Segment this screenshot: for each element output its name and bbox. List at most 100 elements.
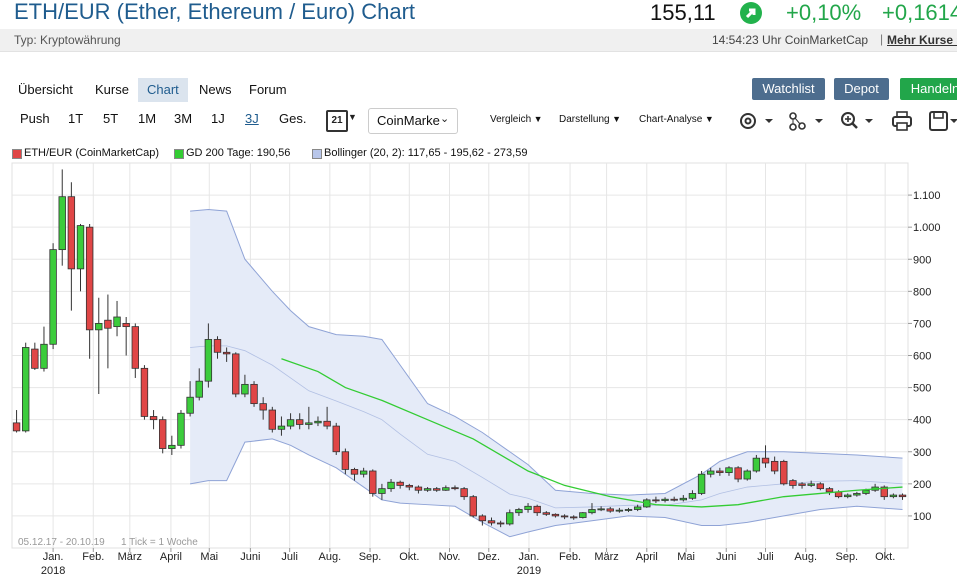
menu-arrow: ▼ [609, 114, 622, 124]
x-tick-label: Juni [240, 551, 260, 563]
nav-tab[interactable]: Kurse [95, 82, 129, 97]
tool-icons [740, 111, 957, 131]
y-tick-label: 900 [913, 254, 931, 266]
y-tick-label: 600 [913, 351, 931, 363]
annotation: 05.12.17 - 20.10.19 [18, 537, 105, 548]
range-option[interactable]: 1J [211, 111, 225, 126]
x-tick-label: März [594, 551, 618, 563]
candle-body [67, 196, 76, 270]
candle-body [451, 487, 459, 490]
gd200-line [281, 358, 903, 508]
nav-button[interactable]: Handeln [900, 78, 957, 100]
candle-body [323, 420, 331, 427]
x-tick-label: Aug. [319, 551, 342, 563]
print-icon[interactable] [892, 111, 912, 131]
legend-label: ETH/EUR (CoinMarketCap) [24, 147, 160, 159]
candle-body [341, 451, 350, 470]
range-option[interactable]: 1M [138, 111, 157, 126]
candle-body [542, 512, 551, 515]
x-tick-label: Jan. [519, 551, 540, 563]
y-tick-label: 800 [913, 286, 931, 298]
candle-body [232, 353, 240, 395]
candle-body [350, 468, 359, 475]
menu-arrow: ▼ [531, 114, 543, 124]
year-label: 2019 [517, 565, 541, 577]
source-dropdown[interactable] [368, 108, 458, 134]
candle-body [31, 348, 39, 369]
menu-dropdown[interactable]: Darstellung ▼ [559, 114, 622, 125]
x-tick-label: Mai [200, 551, 218, 563]
candle-body [789, 480, 797, 486]
candle-body [697, 473, 706, 494]
candle-body [487, 520, 496, 524]
nav-tab[interactable]: Chart [138, 78, 188, 102]
range-option[interactable]: 5T [103, 111, 119, 126]
more-link[interactable]: Mehr Kurse » [887, 33, 957, 47]
candle-body [286, 419, 295, 427]
candle-body [168, 444, 176, 449]
candle-body [725, 467, 733, 474]
type-label: Typ: Kryptowährung [14, 33, 121, 47]
candle-body [277, 425, 286, 430]
candle-body [241, 383, 249, 395]
x-tick-label: Dez. [477, 551, 500, 563]
candle-body [679, 497, 688, 501]
candle-body [95, 323, 103, 331]
x-tick-label: Aug. [794, 551, 817, 563]
nav-button[interactable]: Watchlist [752, 78, 825, 100]
calendar-button[interactable]: 21 [326, 110, 348, 132]
save-icon[interactable] [929, 111, 957, 131]
range-option[interactable]: Ges. [279, 111, 307, 126]
legend-label: Bollinger (20, 2): 117,65 - 195,62 - 273… [324, 147, 528, 159]
candle-body [195, 380, 203, 398]
menu-dropdown[interactable]: Vergleich ▼ [490, 114, 543, 125]
candle-body [433, 488, 441, 491]
candle-body [862, 489, 870, 494]
candle-body [314, 420, 322, 424]
candle-body [76, 225, 85, 270]
range-option[interactable]: Push [20, 111, 50, 126]
x-tick-label: Jan. [43, 551, 64, 563]
candle-body [624, 509, 633, 511]
candle-body [533, 505, 541, 514]
legend-swatch [174, 149, 184, 159]
candle-body [816, 483, 825, 490]
zoom-icon[interactable] [841, 112, 873, 129]
nav-tab[interactable]: Übersicht [18, 82, 73, 97]
range-option[interactable]: 1T [68, 111, 84, 126]
x-tick-label: Sep. [835, 551, 858, 563]
candle-body [49, 249, 57, 345]
settings-icon[interactable] [740, 113, 773, 129]
range-option[interactable]: 3J [245, 111, 259, 126]
candle-body [770, 460, 779, 472]
year-label: 2018 [41, 565, 65, 577]
candle-body [204, 339, 213, 382]
range-option[interactable]: 3M [174, 111, 193, 126]
drawing-icon[interactable] [789, 112, 823, 131]
nav-tab[interactable]: News [199, 82, 232, 97]
candle-body [332, 425, 340, 453]
candle-body [85, 226, 94, 331]
x-tick-label: Okt. [875, 551, 895, 563]
candle-body [296, 419, 304, 425]
candle-body [524, 505, 532, 510]
separator: | [880, 32, 884, 46]
page-title: ETH/EUR (Ether, Ethereum / Euro) Chart [14, 0, 416, 24]
dropdown-arrow: ⌄ [440, 113, 450, 125]
bollinger-upper [190, 209, 903, 496]
candle-body [780, 460, 788, 485]
candle-body [378, 488, 386, 494]
x-tick-label: Juni [716, 551, 736, 563]
menu-dropdown[interactable]: Chart-Analyse ▼ [639, 114, 714, 125]
nav-button[interactable]: Depot [834, 78, 889, 100]
time-source: 14:54:23 Uhr CoinMarketCap [712, 33, 869, 47]
candle-body [305, 422, 313, 425]
candle-body [405, 485, 413, 488]
nav-tab[interactable]: Forum [249, 82, 287, 97]
candle-body [423, 488, 432, 491]
candle-body [414, 486, 423, 491]
price: 155,11 [650, 0, 716, 25]
candle-body [579, 512, 587, 518]
candle-body [469, 496, 477, 517]
candle-body [250, 383, 258, 405]
